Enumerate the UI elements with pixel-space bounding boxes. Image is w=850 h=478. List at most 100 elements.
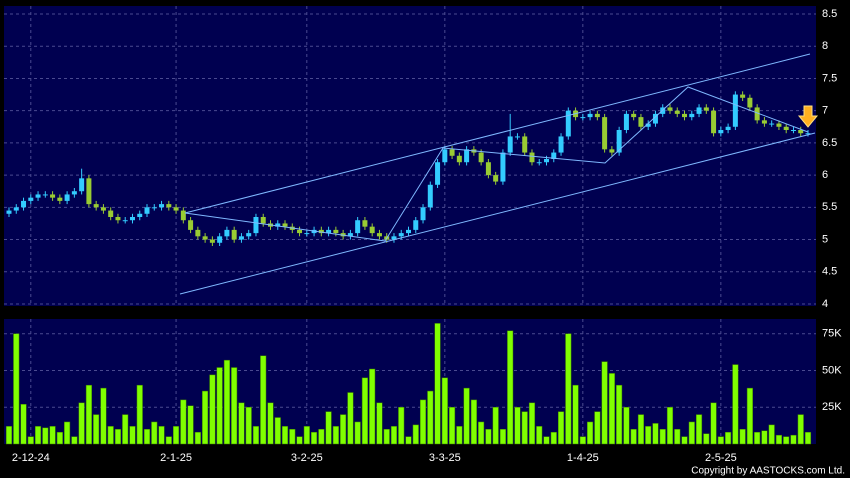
candle-body: [616, 130, 622, 153]
volume-bar: [739, 429, 746, 445]
volume-bar: [783, 436, 790, 445]
y-tick-label: 6: [822, 169, 828, 181]
volume-bar: [594, 411, 601, 445]
volume-bar: [151, 421, 158, 445]
volume-bar: [180, 399, 187, 445]
volume-bar: [332, 426, 339, 445]
candle-body: [166, 204, 172, 208]
x-tick-label: 2-12-24: [12, 452, 50, 464]
volume-bar: [543, 436, 550, 445]
candle-body: [238, 236, 244, 240]
candle-body: [769, 123, 775, 125]
candle-body: [100, 207, 106, 211]
candle-body: [122, 220, 128, 222]
volume-bar: [725, 431, 732, 445]
volume-bar: [85, 384, 92, 445]
marks: [5, 91, 812, 445]
volume-bar: [398, 406, 405, 445]
candle-body: [326, 229, 332, 234]
volume-bar: [5, 426, 13, 445]
candle-body: [682, 113, 688, 118]
candle-body: [464, 149, 470, 163]
volume-bar: [441, 377, 448, 445]
candle-body: [558, 136, 564, 153]
volume-bar: [470, 399, 477, 445]
volume-bar: [369, 368, 376, 445]
candle-body: [594, 113, 600, 118]
candle-body: [93, 204, 99, 208]
candle-body: [442, 149, 448, 163]
y-tick-label: 7: [822, 105, 828, 117]
candle-body: [623, 113, 629, 130]
candle-body: [667, 107, 673, 111]
volume-bar: [42, 427, 49, 445]
y2-tick-label: 75K: [822, 328, 842, 340]
volume-bar: [347, 392, 354, 445]
y-tick-label: 5.5: [822, 201, 837, 213]
candle-body: [645, 123, 651, 127]
candle-body: [275, 223, 281, 227]
x-tick-label: 2-5-25: [705, 452, 737, 464]
candle-body: [485, 162, 491, 176]
candle-body: [798, 130, 804, 134]
volume-bar: [35, 426, 42, 445]
volume-bar: [165, 436, 172, 445]
volume-bar: [325, 411, 332, 445]
candle-body: [282, 223, 288, 227]
candle-body: [347, 233, 353, 237]
volume-bar: [340, 414, 347, 445]
volume-bar: [318, 429, 325, 445]
candle-body: [369, 226, 375, 234]
volume-bar: [202, 390, 209, 445]
candle-body: [57, 197, 63, 201]
candle-body: [427, 184, 433, 208]
volume-bar: [499, 429, 506, 445]
candle-body: [507, 136, 513, 153]
candle-body: [536, 162, 542, 164]
volume-bar: [478, 421, 485, 445]
y-tick-label: 8: [822, 40, 828, 52]
volume-bar: [231, 367, 238, 445]
candle-body: [71, 191, 77, 195]
candle-body: [42, 194, 48, 196]
candle-body: [529, 152, 535, 163]
candle-body: [224, 229, 230, 237]
candle-body: [137, 213, 143, 217]
volume-bar: [775, 434, 782, 445]
candle-body: [398, 233, 404, 237]
candle-body: [522, 136, 528, 153]
candle-body: [551, 152, 557, 159]
volume-bar: [732, 364, 739, 445]
candle-body: [173, 207, 179, 211]
volume-bar: [587, 421, 594, 445]
candle-body: [362, 220, 368, 227]
candle-body: [333, 229, 339, 234]
candle-body: [246, 233, 252, 237]
candle-body: [376, 233, 382, 237]
candle-body: [544, 159, 550, 163]
volume-bar: [557, 411, 565, 445]
volume-bar: [390, 426, 398, 445]
volume-bar: [804, 431, 812, 445]
candle-body: [318, 229, 324, 234]
volume-bar: [645, 426, 652, 445]
candle-body: [718, 130, 724, 134]
volume-bar: [289, 429, 296, 445]
volume-bar: [456, 426, 463, 445]
volume-bar: [695, 414, 703, 445]
candle-body: [202, 236, 208, 240]
volume-bar: [173, 426, 180, 445]
volume-bar: [354, 421, 361, 445]
volume-bar: [623, 406, 630, 445]
candle-body: [13, 207, 19, 211]
candle-body: [631, 113, 637, 118]
candle-body: [725, 126, 731, 130]
volume-bar: [492, 406, 499, 445]
volume-bar: [311, 431, 318, 445]
volume-bar: [187, 405, 194, 445]
volume-bar: [761, 430, 768, 445]
volume-bar: [616, 384, 623, 445]
candle-body: [435, 162, 441, 185]
volume-bar: [790, 434, 797, 445]
volume-bar: [717, 436, 724, 445]
